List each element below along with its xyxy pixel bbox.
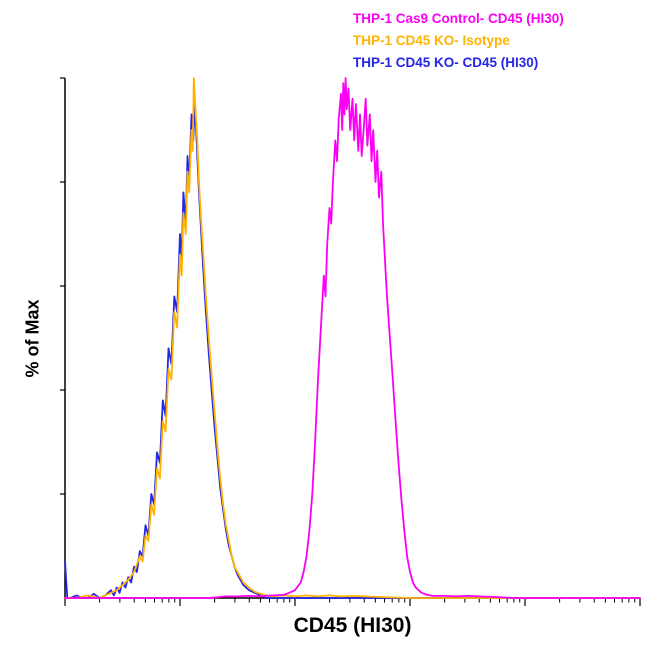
series-curve-thp-1-cd45-ko-isotype [64,77,641,599]
legend-item-ko-cd45: THP-1 CD45 KO- CD45 (HI30) [353,55,539,70]
legend-item-ko-isotype: THP-1 CD45 KO- Isotype [353,33,510,48]
series-curve-thp-1-cas9-control-cd45-hi30- [64,77,641,599]
series-curve-thp-1-cd45-ko-cd45-hi30- [64,103,641,599]
legend-item-cas9-control: THP-1 Cas9 Control- CD45 (HI30) [353,11,564,26]
y-axis-label: % of Max [22,299,43,378]
legend: THP-1 Cas9 Control- CD45 (HI30) THP-1 CD… [353,8,564,74]
x-axis-label: CD45 (HI30) [293,614,412,637]
